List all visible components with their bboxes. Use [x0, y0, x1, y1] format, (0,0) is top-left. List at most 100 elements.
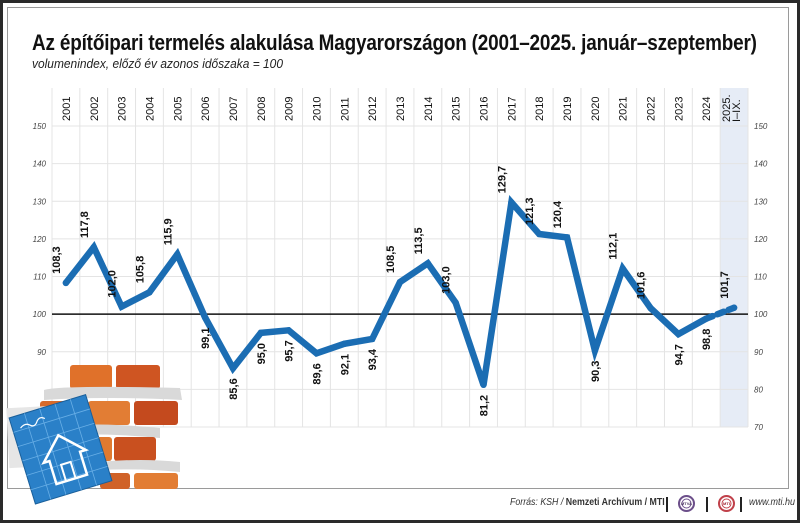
source-bold: Nemzeti Archívum / MTI	[565, 497, 665, 508]
data-label: 95,0	[256, 343, 268, 364]
x-tick-label: 2010	[311, 97, 323, 121]
data-point	[396, 278, 404, 286]
mti-logo: MTI	[718, 495, 735, 512]
x-tick-label: 2021	[618, 97, 630, 121]
x-tick-label: 2015	[451, 97, 463, 121]
data-label: 117,8	[79, 211, 91, 238]
data-point	[619, 265, 626, 272]
data-point	[285, 327, 292, 334]
x-tick-label: 2017	[506, 97, 518, 121]
x-tick-label: 2014	[423, 97, 435, 121]
website-link[interactable]: www.mti.hu	[749, 497, 796, 508]
mtva-logo: MTVA	[678, 495, 695, 512]
mti-logo-text: MTI	[723, 501, 730, 506]
y-tick-label-right: 100	[754, 310, 768, 319]
x-tick-label: 2002	[89, 97, 101, 121]
data-label: 120,4	[552, 200, 564, 228]
y-tick-label-left: 90	[37, 348, 46, 357]
y-tick-label-right: 130	[754, 197, 768, 206]
footer-separator	[706, 497, 708, 512]
brick-wall-icon	[40, 365, 182, 489]
data-point	[424, 260, 432, 267]
x-tick-label: 2024	[701, 97, 713, 121]
data-label: 121,3	[524, 197, 536, 225]
data-point	[341, 340, 348, 348]
x-tick-label: 2008	[256, 97, 268, 121]
data-point	[591, 347, 599, 354]
x-tick-label: 2013	[395, 97, 407, 121]
x-tick-label: 2009	[284, 97, 296, 121]
data-label: 101,7	[719, 271, 731, 299]
x-tick-label: 2011	[339, 97, 351, 121]
x-tick-label: 2022	[646, 97, 658, 121]
data-point	[703, 315, 710, 322]
x-tick-label: 2018	[534, 97, 546, 121]
x-tick-label: 2023	[673, 97, 685, 121]
chart-subtitle: volumenindex, előző év azonos időszaka =…	[32, 56, 284, 71]
data-point	[563, 234, 571, 241]
data-point	[452, 299, 459, 307]
y-tick-label-left: 100	[33, 310, 47, 319]
data-label: 113,5	[413, 227, 425, 254]
data-label: 115,9	[162, 218, 174, 245]
y-tick-label-right: 120	[754, 235, 768, 244]
data-label: 89,6	[311, 363, 323, 384]
data-point	[146, 289, 153, 296]
data-point	[201, 314, 209, 321]
data-label: 94,7	[673, 344, 685, 365]
data-point	[174, 251, 181, 258]
y-tick-label-left: 110	[33, 273, 46, 282]
data-point	[730, 304, 738, 311]
x-tick-label: 2007	[228, 97, 240, 121]
y-tick-label-right: 140	[754, 160, 768, 169]
series-line-dashed	[702, 304, 738, 322]
data-label: 95,7	[284, 340, 296, 361]
footer-separator	[666, 497, 668, 512]
blueprint-house-icon	[6, 393, 113, 505]
x-tick-label: 2019	[562, 97, 574, 121]
data-point	[647, 304, 654, 312]
data-label: 92,1	[339, 354, 351, 375]
data-label: 102,0	[107, 270, 119, 298]
y-tick-label-right: 70	[754, 423, 763, 432]
series-line	[62, 195, 710, 386]
x-tick-label: 2020	[590, 97, 602, 121]
y-tick-label-right: 110	[754, 273, 767, 282]
data-point	[368, 335, 376, 343]
y-tick-label-left: 150	[33, 122, 47, 131]
x-tick-label: 2012	[367, 97, 379, 121]
data-label: 98,8	[701, 329, 713, 350]
x-tick-label: 2005	[172, 97, 184, 121]
y-tick-label-right: 80	[754, 385, 763, 394]
data-label: 81,2	[479, 395, 491, 416]
data-label: 129,7	[496, 166, 508, 194]
highlight-column	[720, 88, 748, 427]
y-tick-label-left: 130	[33, 197, 47, 206]
data-label: 90,3	[590, 361, 602, 382]
y-tick-label-right: 90	[754, 348, 763, 357]
data-label: 108,5	[385, 246, 397, 274]
data-point	[313, 350, 320, 357]
x-tick-label: 2025.I–IX.	[721, 94, 743, 122]
data-point	[118, 303, 125, 310]
y-tick-label-left: 120	[33, 235, 47, 244]
x-tick-label: 2006	[200, 97, 212, 121]
y-tick-label-right: 150	[754, 122, 768, 131]
y-tick-label-left: 140	[33, 160, 47, 169]
data-point	[536, 230, 543, 238]
data-point	[62, 279, 70, 287]
x-tick-label: 2003	[117, 97, 129, 121]
chart-title: Az építőipari termelés alakulása Magyaro…	[32, 30, 757, 55]
x-tick-label: 2001	[61, 97, 73, 121]
data-label: 99,1	[200, 328, 212, 349]
mtva-logo-text: MTVA	[680, 501, 693, 506]
data-point	[675, 330, 682, 338]
source-credit: Forrás: KSH / Nemzeti Archívum / MTI	[510, 497, 665, 515]
data-point	[508, 199, 515, 206]
brick-wall-blueprint-illustration	[6, 365, 182, 505]
source-prefix: Forrás: KSH /	[510, 497, 566, 508]
data-label: 93,4	[367, 348, 379, 370]
data-point	[229, 365, 237, 372]
x-tick-label: 2016	[479, 97, 491, 121]
